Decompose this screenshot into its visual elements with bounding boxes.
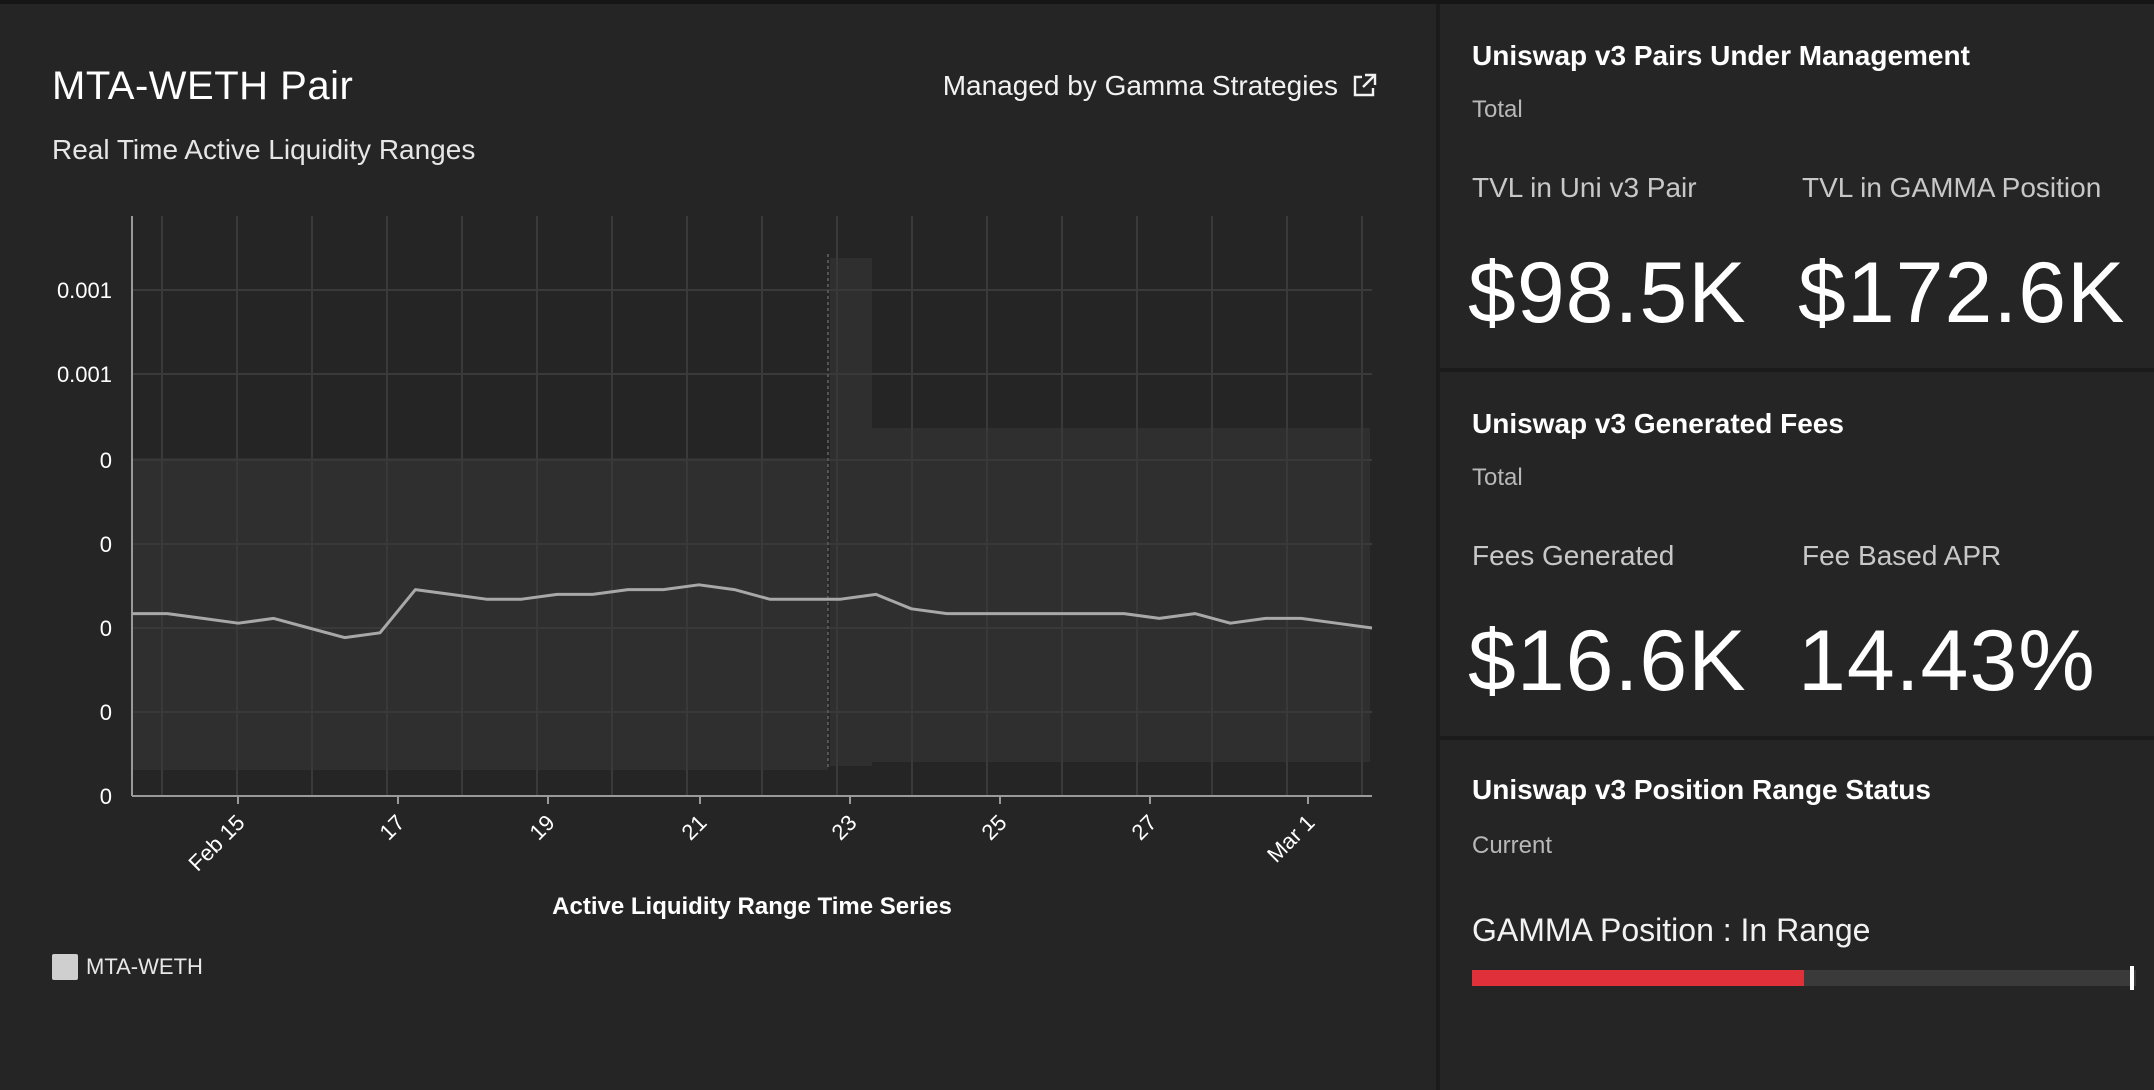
series-line-mta-weth (132, 583, 1373, 640)
fee-apr-value: 14.43% (1798, 613, 2096, 709)
tvl-pair-value: $98.5K (1468, 245, 1747, 341)
tvl-pair-label: TVL in Uni v3 Pair (1472, 172, 1697, 203)
x-tick-label: Mar 1 (1262, 810, 1319, 867)
external-link-icon (1353, 73, 1377, 97)
fees-generated-value: $16.6K (1468, 613, 1747, 709)
y-tick-label: 0 (100, 532, 112, 557)
tvl-gamma-label: TVL in GAMMA Position (1802, 172, 2102, 203)
x-axis-title: Active Liquidity Range Time Series (552, 893, 952, 920)
tvl-gamma-value: $172.6K (1798, 245, 2126, 341)
chart-legend[interactable]: MTA-WETH (52, 954, 203, 980)
card-subtitle: Current (1472, 832, 1553, 859)
y-tick-label: 0 (100, 700, 112, 725)
page-title: MTA-WETH Pair (52, 64, 354, 108)
card-title: Uniswap v3 Position Range Status (1472, 774, 1931, 805)
legend-swatch (52, 954, 78, 980)
y-tick-label: 0.001 (57, 278, 112, 303)
range-status-text: GAMMA Position : In Range (1472, 912, 1871, 948)
fees-generated-label: Fees Generated (1472, 540, 1675, 571)
card-title: Uniswap v3 Pairs Under Management (1472, 40, 1970, 71)
liquidity-chart: 0 0 0 0 0 0.001 0.001 Feb 15 17 19 21 23 25 27 Mar 1 Ac… (57, 216, 1373, 920)
card-subtitle: Total (1472, 464, 1523, 491)
pairs-under-management-card: Uniswap v3 Pairs Under Management Total … (1440, 4, 2154, 368)
y-tick-label: 0 (100, 784, 112, 809)
x-tick-label: 17 (375, 810, 410, 845)
managed-by-link[interactable]: Managed by Gamma Strategies (943, 70, 1378, 102)
range-status-fill (1472, 970, 1804, 986)
card-subtitle: Total (1472, 96, 1523, 123)
x-tick-label: 19 (525, 810, 560, 845)
managed-by-label: Managed by Gamma Strategies (942, 70, 1338, 101)
x-tick-label: 25 (977, 810, 1012, 845)
card-title: Uniswap v3 Generated Fees (1472, 408, 1844, 439)
x-tick-label: 21 (677, 810, 712, 845)
x-tick-label: 27 (1127, 810, 1162, 845)
generated-fees-card: Uniswap v3 Generated Fees Total Fees Gen… (1440, 372, 2154, 736)
y-tick-label: 0 (100, 448, 112, 473)
y-tick-label: 0 (100, 616, 112, 641)
top-bar (0, 0, 2154, 4)
page-subtitle: Real Time Active Liquidity Ranges (52, 134, 476, 165)
x-tick-label: Feb 15 (183, 810, 249, 876)
range-status-marker (2130, 966, 2134, 990)
range-band (132, 458, 828, 770)
liquidity-chart-panel: MTA-WETH Pair Real Time Active Liquidity… (0, 4, 1436, 1090)
fee-apr-label: Fee Based APR (1802, 540, 2002, 571)
range-band (830, 258, 872, 766)
legend-label: MTA-WETH (86, 954, 203, 979)
range-band (872, 428, 1370, 762)
x-tick-label: 23 (827, 810, 862, 845)
y-tick-label: 0.001 (57, 362, 112, 387)
position-range-status-card: Uniswap v3 Position Range Status Current… (1440, 740, 2154, 1090)
range-status-bar (1472, 966, 2136, 990)
